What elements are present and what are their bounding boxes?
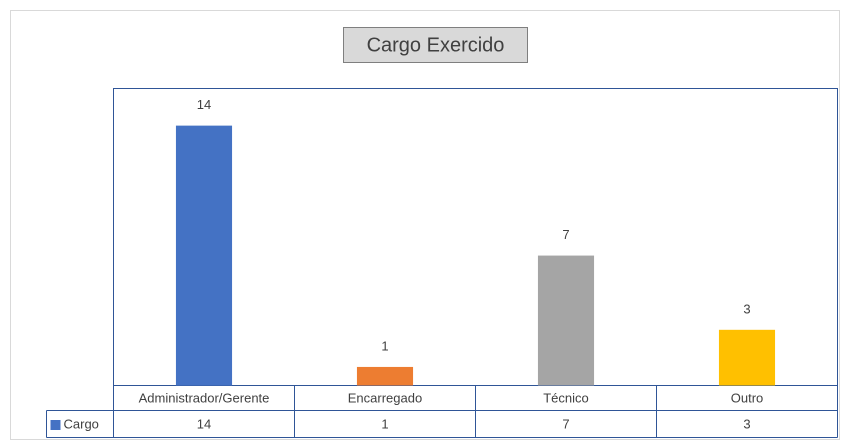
data-label: 14 [197,97,211,112]
x-tick-label: Técnico [543,390,589,405]
chart-title: Cargo Exercido [367,34,505,56]
x-tick-label: Encarregado [348,390,422,405]
table-value: 7 [562,416,569,431]
bar [175,125,233,386]
bar [537,255,595,386]
table-value: 14 [197,416,211,431]
bar [718,329,776,386]
table-value: 3 [743,416,750,431]
bar [356,366,414,386]
title-box [343,27,528,63]
table-value: 1 [381,416,388,431]
legend-swatch [50,420,61,430]
legend-label: Cargo [64,416,99,431]
data-label: 7 [562,227,569,242]
data-label: 1 [381,338,388,353]
x-tick-label: Administrador/Gerente [139,390,270,405]
data-label: 3 [743,301,750,316]
x-tick-label: Outro [731,390,764,405]
chart-frame [10,10,840,440]
